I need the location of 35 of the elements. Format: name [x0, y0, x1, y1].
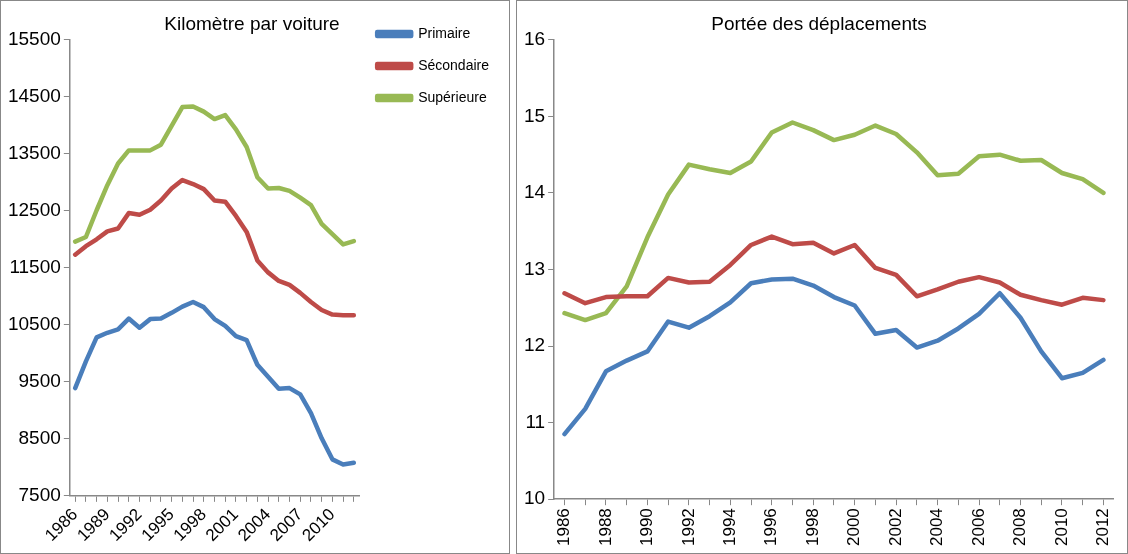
y-tick-label: 7500 [18, 484, 61, 506]
x-tick-label: 2006 [968, 508, 988, 547]
y-tick-label: 11 [525, 410, 546, 432]
x-tick-label: 2010 [1051, 508, 1071, 547]
y-tick-label: 14 [523, 181, 546, 203]
x-tick-label: 1998 [802, 508, 822, 547]
y-tick-label: 15500 [7, 28, 61, 50]
y-tick-label: 14500 [7, 85, 61, 107]
x-tick-label: 1986 [554, 508, 574, 547]
x-tick-label: 2002 [885, 508, 905, 547]
y-tick-label: 16 [523, 28, 546, 50]
x-tick-label: 2004 [927, 508, 947, 547]
y-tick-label: 12 [523, 334, 546, 356]
y-tick-label: 15 [523, 104, 546, 126]
x-tick-label: 1994 [720, 508, 740, 547]
y-tick-label: 9500 [18, 370, 61, 392]
x-tick-label: 2000 [844, 508, 864, 547]
x-tick-label: 1996 [761, 508, 781, 547]
x-tick-label: 1990 [637, 508, 657, 547]
y-tick-label: 8500 [18, 427, 61, 449]
x-tick-label: 2008 [1010, 508, 1030, 547]
x-tick-label: 1988 [595, 508, 615, 547]
y-tick-label: 13500 [7, 142, 61, 164]
y-tick-label: 10500 [7, 313, 61, 335]
y-tick-label: 11500 [9, 256, 61, 278]
legend-label: Supérieure [418, 88, 487, 105]
chart-title: Kilomètre par voiture [164, 12, 340, 34]
y-tick-label: 12500 [7, 199, 61, 221]
y-tick-label: 10 [523, 487, 546, 509]
chart-title: Portée des déplacements [711, 12, 927, 34]
legend-label: Sécondaire [418, 56, 490, 73]
y-tick-label: 13 [523, 257, 546, 279]
x-tick-label: 1992 [678, 508, 698, 547]
legend-label: Primaire [418, 24, 471, 41]
x-tick-label: 2012 [1093, 508, 1113, 547]
